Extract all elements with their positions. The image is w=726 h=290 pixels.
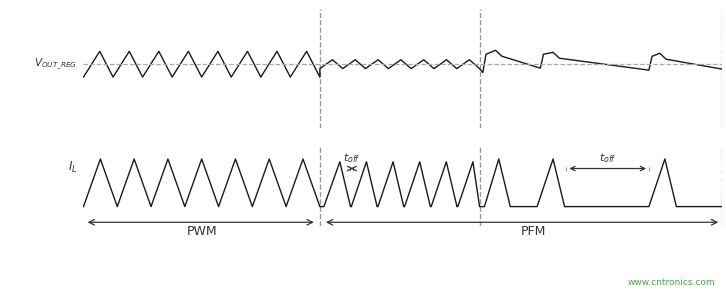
- Text: PFM: PFM: [521, 224, 547, 238]
- Text: PWM: PWM: [187, 224, 217, 238]
- Text: $t_{off}$: $t_{off}$: [343, 151, 361, 165]
- Text: $I_L$: $I_L$: [68, 160, 77, 175]
- Text: www.cntronics.com: www.cntronics.com: [627, 278, 715, 287]
- Text: $V_{OUT\_REG}$: $V_{OUT\_REG}$: [34, 57, 77, 72]
- Text: $t_{off}$: $t_{off}$: [599, 151, 616, 165]
